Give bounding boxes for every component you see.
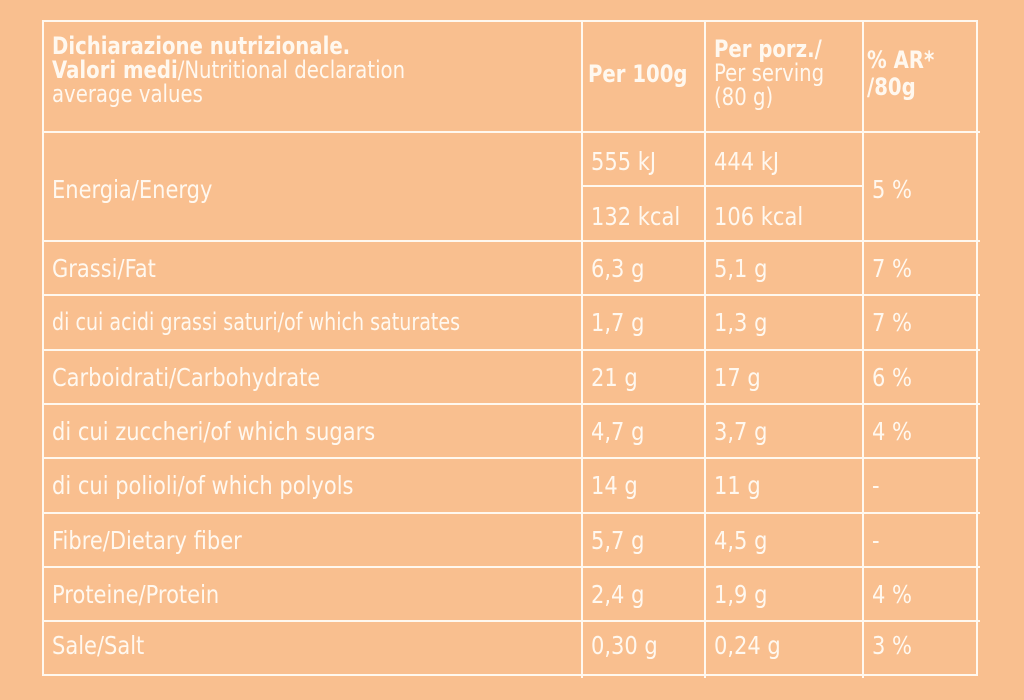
row-divider — [42, 131, 980, 133]
cell-serving-protein: 1,9 g — [714, 580, 768, 609]
header-title: Dichiarazione nutrizionale. — [52, 32, 351, 60]
cell-ar-polyols: - — [872, 471, 880, 500]
header-subtitle-rest: /Nutritional declaration — [177, 56, 406, 84]
header-declaration: Dichiarazione nutrizionale. Valori medi/… — [52, 34, 483, 106]
header-per-serving-line3: (80 g) — [714, 83, 774, 111]
cell-per100-sugars: 4,7 g — [591, 417, 645, 446]
cell-per100-fiber: 5,7 g — [591, 526, 645, 555]
cell-per100-protein: 2,4 g — [591, 580, 645, 609]
cell-serving-energy-kj: 444 kJ — [714, 147, 780, 176]
cell-per100-polyols: 14 g — [591, 471, 638, 500]
header-ar: % AR* /80g — [867, 47, 965, 101]
header-per-serving: Per porz./ Per serving (80 g) — [714, 37, 845, 109]
row-label-carbohydrate: Carboidrati/Carbohydrate — [52, 363, 321, 392]
column-divider — [581, 20, 583, 678]
row-divider — [42, 620, 980, 622]
cell-ar-protein: 4 % — [872, 580, 912, 609]
row-label-protein: Proteine/Protein — [52, 580, 220, 609]
header-subtitle: Valori medi/Nutritional declaration — [52, 58, 483, 82]
cell-ar-saturates: 7 % — [872, 308, 912, 337]
cell-serving-salt: 0,24 g — [714, 631, 781, 660]
cell-per100-fat: 6,3 g — [591, 254, 645, 283]
row-label-salt: Sale/Salt — [52, 631, 145, 660]
cell-ar-fiber: - — [872, 526, 880, 555]
cell-ar-carbohydrate: 6 % — [872, 363, 912, 392]
header-per-100g: Per 100g — [588, 60, 688, 88]
cell-ar-salt: 3 % — [872, 631, 912, 660]
row-divider — [42, 403, 980, 405]
row-label-fat: Grassi/Fat — [52, 254, 156, 283]
cell-serving-polyols: 11 g — [714, 471, 761, 500]
cell-serving-energy-kcal: 106 kcal — [714, 202, 804, 231]
header-subtitle-bold: Valori medi — [52, 56, 178, 84]
nutrition-table: Dichiarazione nutrizionale. Valori medi/… — [42, 20, 980, 678]
cell-per100-energy-kj: 555 kJ — [591, 147, 657, 176]
row-label-fiber: Fibre/Dietary fiber — [52, 526, 242, 555]
cell-per100-carbohydrate: 21 g — [591, 363, 638, 392]
header-subtitle-line3: average values — [52, 80, 203, 108]
nutrition-table-frame — [42, 20, 978, 676]
row-label-polyols: di cui polioli/of which polyols — [52, 471, 354, 500]
cell-serving-carbohydrate: 17 g — [714, 363, 761, 392]
column-divider — [862, 20, 864, 678]
header-per-serving-line2: Per serving — [714, 59, 825, 87]
cell-per100-saturates: 1,7 g — [591, 308, 645, 337]
cell-ar-fat: 7 % — [872, 254, 912, 283]
row-divider — [42, 294, 980, 296]
cell-serving-fat: 5,1 g — [714, 254, 768, 283]
row-divider — [42, 566, 980, 568]
header-ar-line1: % AR* — [867, 46, 935, 74]
cell-per100-salt: 0,30 g — [591, 631, 658, 660]
header-ar-line2: /80g — [867, 73, 916, 101]
cell-ar-energy: 5 % — [872, 175, 912, 204]
cell-serving-fiber: 4,5 g — [714, 526, 768, 555]
row-divider — [582, 185, 864, 187]
row-divider — [42, 457, 980, 459]
row-divider — [42, 512, 980, 514]
row-label-saturates: di cui acidi grassi saturi/of which satu… — [52, 308, 461, 336]
cell-ar-sugars: 4 % — [872, 417, 912, 446]
row-divider — [42, 240, 980, 242]
header-per-serving-bold: Per porz./ — [714, 35, 822, 63]
cell-per100-energy-kcal: 132 kcal — [591, 202, 681, 231]
row-divider — [42, 349, 980, 351]
column-divider — [704, 20, 706, 678]
cell-serving-saturates: 1,3 g — [714, 308, 768, 337]
cell-serving-sugars: 3,7 g — [714, 417, 768, 446]
row-label-energy: Energia/Energy — [52, 175, 213, 204]
row-label-sugars: di cui zuccheri/of which sugars — [52, 417, 376, 446]
